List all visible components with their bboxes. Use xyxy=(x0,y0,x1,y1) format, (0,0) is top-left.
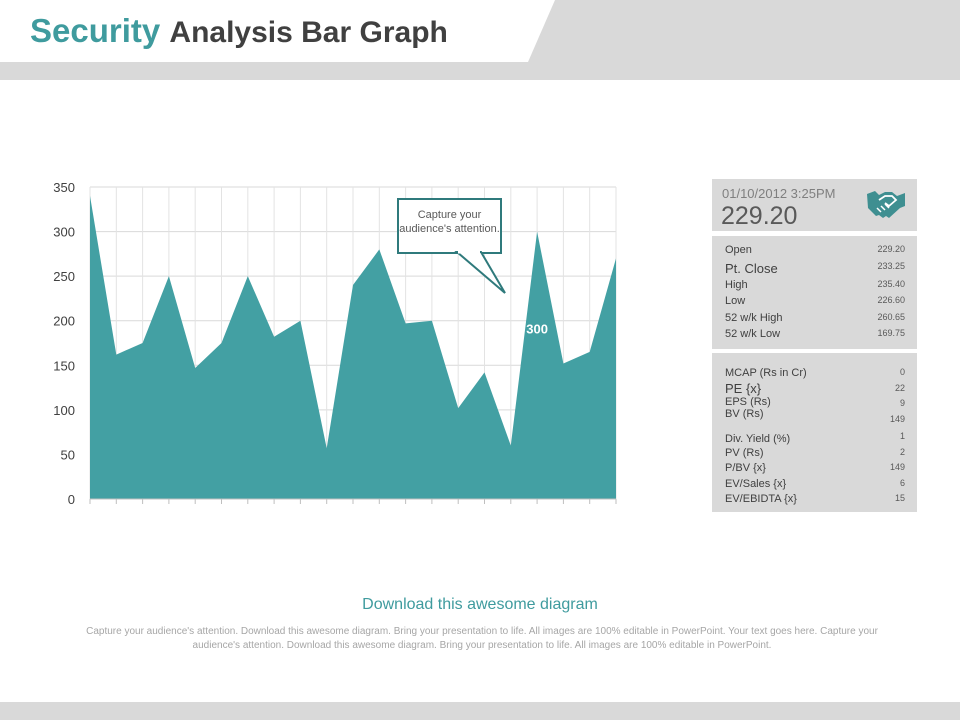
stat-value: 9 xyxy=(899,398,905,408)
stat-label: PV (Rs) xyxy=(725,447,764,459)
quote-header-panel: 01/10/2012 3:25PM 229.20 xyxy=(712,179,917,231)
callout-box: Capture your audience's attention. xyxy=(397,198,502,254)
page-title-accent: Security xyxy=(30,12,161,49)
stat-label: PE {x} xyxy=(725,381,762,396)
stat-value: 0 xyxy=(899,367,905,377)
quote-prices-panel: Open 229.20 Pt. Close 233.25 High 235.40 Low 22… xyxy=(712,236,917,349)
stat-row: P/BV {x} 149 xyxy=(725,462,905,478)
footer-body: Capture your audience's attention. Downl… xyxy=(86,626,878,651)
y-tick-label: 150 xyxy=(53,358,75,373)
stat-label: EPS (Rs) xyxy=(725,396,771,408)
quote-row-value: 260.65 xyxy=(877,312,905,322)
quote-stats-panel: MCAP (Rs in Cr) 0 PE {x} 22 EPS (Rs) 9 BV (Rs)… xyxy=(712,353,917,512)
stat-value: 1 xyxy=(899,431,905,441)
quote-row-label: High xyxy=(725,279,748,291)
stat-label: EV/EBIDTA {x} xyxy=(725,493,797,505)
stat-row: PE {x} 22 xyxy=(725,381,905,397)
y-tick-label: 200 xyxy=(53,314,75,329)
y-tick-label: 300 xyxy=(53,225,75,240)
quote-price: 229.20 xyxy=(721,202,798,230)
stat-label: P/BV {x} xyxy=(725,462,766,474)
quote-row-label: Open xyxy=(725,244,752,256)
stat-row: BV (Rs) 149 xyxy=(725,408,905,424)
stat-label: BV (Rs) xyxy=(725,408,764,420)
y-tick-label: 50 xyxy=(61,447,75,462)
y-tick-label: 100 xyxy=(53,403,75,418)
handshake-icon xyxy=(867,191,905,218)
page-title: Security Analysis Bar Graph xyxy=(30,12,448,50)
quote-row: Pt. Close 233.25 xyxy=(725,261,905,277)
quote-row: Low 226.60 xyxy=(725,295,905,311)
page-title-rest: Analysis Bar Graph xyxy=(169,16,448,49)
y-tick-label: 250 xyxy=(53,269,75,284)
x-axis-ticks xyxy=(89,498,617,504)
title-banner xyxy=(0,0,555,62)
stat-row: EV/EBIDTA {x} 15 xyxy=(725,493,905,509)
stat-row: MCAP (Rs in Cr) 0 xyxy=(725,367,905,383)
stat-row: EPS (Rs) 9 xyxy=(725,396,905,412)
callout-text: Capture your audience's attention. xyxy=(399,209,500,235)
quote-row: 52 w/k Low 169.75 xyxy=(725,328,905,344)
quote-row-value: 229.20 xyxy=(877,244,905,254)
stat-value: 2 xyxy=(899,447,905,457)
quote-row: Open 229.20 xyxy=(725,244,905,260)
stat-value: 15 xyxy=(894,493,905,503)
quote-row-label: Low xyxy=(725,295,746,307)
stat-row: EV/Sales {x} 6 xyxy=(725,478,905,494)
stat-row: Div. Yield (%) 1 xyxy=(725,431,905,449)
area-series xyxy=(90,195,616,499)
quote-row-label: 52 w/k Low xyxy=(725,328,781,340)
stat-label: MCAP (Rs in Cr) xyxy=(725,367,807,379)
quote-row-value: 233.25 xyxy=(877,261,905,271)
quote-row-label: Pt. Close xyxy=(725,261,778,276)
quote-row: 52 w/k High 260.65 xyxy=(725,312,905,328)
quote-row-value: 235.40 xyxy=(877,279,905,289)
quote-row: High 235.40 xyxy=(725,279,905,295)
quote-row-value: 169.75 xyxy=(877,328,905,338)
security-area-chart: 350 300 250 200 150 100 50 0 300 xyxy=(53,180,617,507)
stat-row: PV (Rs) 2 xyxy=(725,447,905,463)
y-axis-ticks: 350 300 250 200 150 100 50 0 xyxy=(53,180,75,507)
data-label-300: 300 xyxy=(526,322,548,337)
title-banner-shape xyxy=(0,0,555,62)
quote-row-value: 226.60 xyxy=(877,295,905,305)
quote-datetime: 01/10/2012 3:25PM xyxy=(722,186,836,201)
stat-value: 149 xyxy=(889,462,905,472)
stat-label: EV/Sales {x} xyxy=(725,478,787,490)
stat-value: 6 xyxy=(899,478,905,488)
stat-label: Div. Yield (%) xyxy=(725,433,791,445)
bottom-band xyxy=(0,702,960,720)
quote-row-label: 52 w/k High xyxy=(725,312,783,324)
stat-value: 22 xyxy=(894,383,905,393)
stat-value: 149 xyxy=(889,414,905,424)
footer-heading: Download this awesome diagram xyxy=(362,596,598,613)
y-tick-label: 0 xyxy=(68,492,75,507)
y-tick-label: 350 xyxy=(53,180,75,195)
